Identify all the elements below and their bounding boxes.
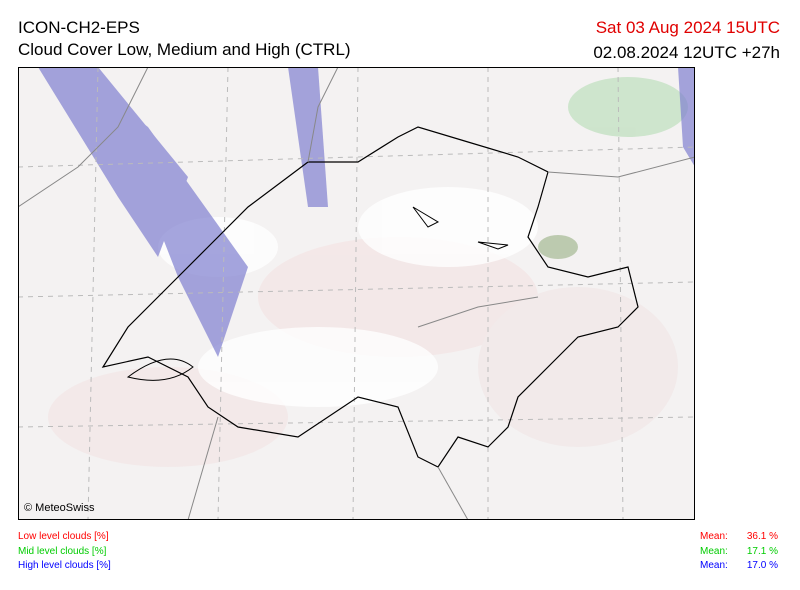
regional-borders xyxy=(18,67,695,520)
mean-value: 17.0 % xyxy=(746,560,778,571)
grid xyxy=(18,67,695,520)
copyright: © MeteoSwiss xyxy=(24,502,95,514)
run-time: 02.08.2024 12UTC +27h xyxy=(593,43,780,62)
legend-label: Mid level clouds [%] xyxy=(18,545,107,557)
mid-cloud-patches xyxy=(538,77,688,259)
mean-label: Mean: xyxy=(700,560,728,571)
mean-label: Mean: xyxy=(700,545,728,557)
mean-label: Mean: xyxy=(700,531,728,542)
high-cloud-streaks xyxy=(38,67,695,357)
legend-label: High level clouds [%] xyxy=(18,560,111,571)
map-frame xyxy=(18,67,695,520)
lakes xyxy=(126,206,509,381)
subtitle: Cloud Cover Low, Medium and High (CTRL) xyxy=(18,40,351,59)
mean-value: 17.1 % xyxy=(746,545,778,557)
mean-value: 36.1 % xyxy=(746,531,778,542)
valid-time: Sat 03 Aug 2024 15UTC xyxy=(595,18,780,37)
country-border xyxy=(101,126,639,468)
map: © MeteoSwiss xyxy=(18,67,695,520)
legend-label: Low level clouds [%] xyxy=(18,531,109,542)
model-name: ICON-CH2-EPS xyxy=(18,18,140,37)
